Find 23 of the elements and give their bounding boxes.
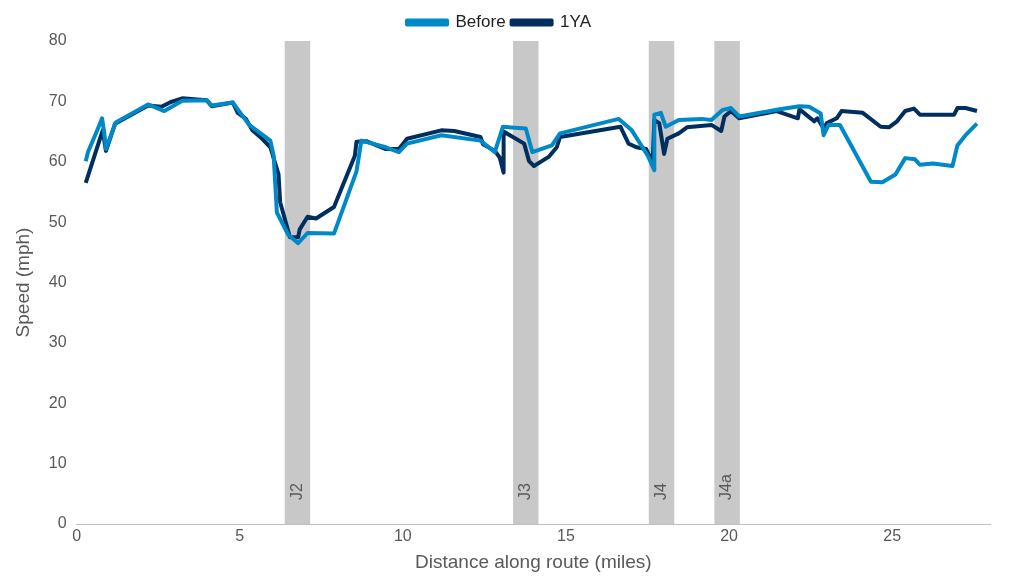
y-tick-label: 10	[48, 454, 67, 472]
band-label: J3	[516, 483, 534, 500]
x-tick-label: 25	[883, 527, 902, 545]
y-tick-label: 40	[48, 272, 67, 290]
band-label: J4a	[717, 474, 735, 500]
y-tick-label: 30	[48, 333, 67, 351]
x-axis-title: Distance along route (miles)	[415, 550, 652, 572]
y-tick-label: 70	[48, 91, 67, 109]
y-tick-label: 0	[57, 514, 67, 532]
y-axis-title: Speed (mph)	[11, 227, 33, 338]
y-tick-label: 60	[48, 152, 67, 170]
x-tick-label: 5	[235, 527, 245, 545]
x-tick-label: 10	[393, 527, 412, 545]
legend-label: 1YA	[560, 12, 592, 32]
x-tick-label: 20	[720, 527, 739, 545]
band-label: J2	[287, 483, 305, 500]
y-tick-label: 20	[48, 393, 67, 411]
legend-label: Before	[455, 12, 506, 32]
x-tick-label: 0	[72, 527, 82, 545]
y-tick-label: 80	[48, 31, 67, 49]
band-label: J4	[651, 483, 669, 500]
y-tick-label: 50	[48, 212, 67, 230]
x-tick-label: 15	[557, 527, 575, 545]
